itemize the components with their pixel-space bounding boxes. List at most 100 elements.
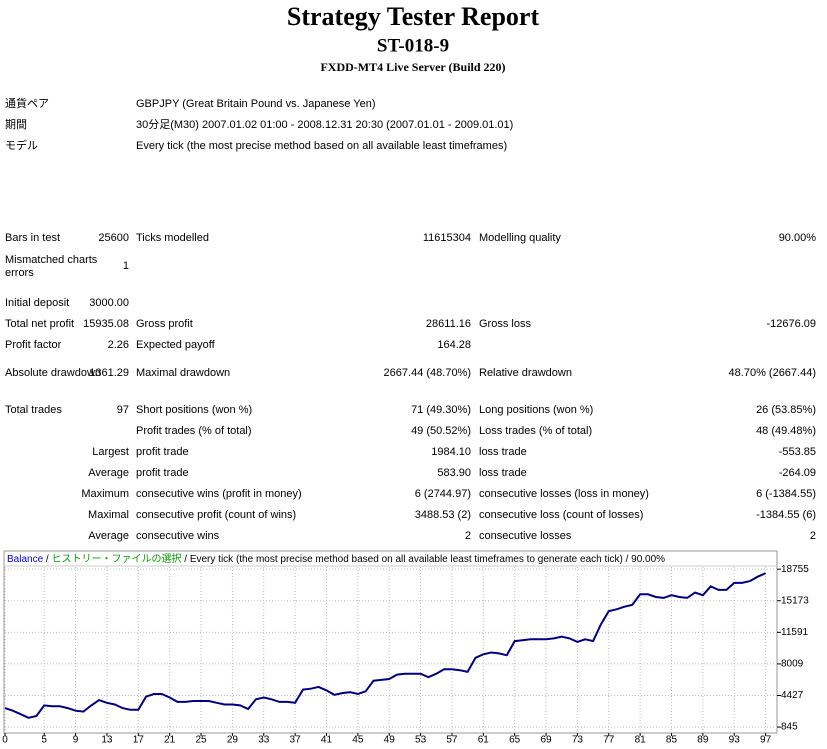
x-tick-label: 69 [540, 735, 552, 746]
y-tick-label: 845 [781, 722, 798, 733]
balance-line [4, 572, 767, 719]
x-tick-label: 25 [195, 735, 207, 746]
stat-label: Absolute drawdown [5, 367, 101, 379]
stat-label: Bars in test [5, 232, 60, 244]
stat-value: 164.28 [437, 339, 471, 351]
stat-value: 2 [810, 530, 816, 542]
stat-label: consecutive loss (count of losses) [479, 509, 643, 521]
stat-label: profit trade [136, 446, 189, 458]
stat-label: Ticks modelled [136, 232, 209, 244]
stat-label: Short positions (won %) [136, 404, 252, 416]
legend-part: / Every tick (the most precise method ba… [181, 554, 665, 565]
stat-prefix: Maximal [88, 509, 129, 521]
x-tick-label: 13 [101, 735, 113, 746]
x-tick-label: 17 [133, 735, 145, 746]
stat-value: 25600 [98, 232, 129, 244]
info-value: GBPJPY (Great Britain Pound vs. Japanese… [136, 98, 376, 110]
stat-label: Initial deposit [5, 297, 69, 309]
stat-label: Long positions (won %) [479, 404, 593, 416]
stat-label: Mismatched charts errors [5, 254, 98, 279]
stat-value: 1 [123, 260, 129, 272]
stat-value: 2 [465, 530, 471, 542]
x-tick-label: 9 [73, 735, 79, 746]
x-tick-label: 89 [697, 735, 709, 746]
stat-label: consecutive losses (loss in money) [479, 488, 649, 500]
x-tick-label: 85 [666, 735, 678, 746]
stat-value: 48 (49.48%) [756, 425, 816, 437]
stat-prefix: Average [88, 467, 129, 479]
stat-label: Gross profit [136, 318, 193, 330]
info-label: 通貨ペア [5, 96, 49, 110]
stat-value: 15935.08 [83, 318, 129, 330]
chart-frame [3, 550, 778, 734]
x-tick-label: 65 [509, 735, 521, 746]
stat-label: consecutive wins [136, 530, 220, 542]
info-label: 期間 [5, 118, 27, 131]
x-tick-label: 41 [321, 735, 333, 746]
x-tick-label: 93 [729, 735, 741, 746]
stat-value: -553.85 [779, 446, 816, 458]
legend-part: Balance [7, 554, 44, 565]
x-tick-label: 61 [478, 735, 490, 746]
stat-label: profit trade [136, 467, 189, 479]
x-tick-label: 57 [446, 735, 458, 746]
legend-part: ヒストリー・ファイルの選択 [51, 552, 181, 565]
stat-value: -264.09 [779, 467, 816, 479]
stat-value: 2667.44 (48.70%) [384, 367, 471, 379]
stat-label: consecutive profit (count of wins) [136, 509, 296, 521]
y-tick-label: 18755 [781, 564, 809, 575]
x-tick-label: 45 [352, 735, 364, 746]
x-tick-label: 0 [2, 735, 8, 746]
stat-value: 11615304 [423, 232, 471, 244]
stat-value: 28611.16 [426, 318, 471, 330]
report-subtitle: ST-018-9 [377, 35, 449, 56]
stat-value: 1984.10 [431, 446, 471, 458]
stat-value: -12676.09 [766, 318, 816, 330]
y-tick-label: 4427 [781, 690, 804, 701]
stat-label: Modelling quality [479, 232, 561, 244]
stat-prefix: Average [88, 530, 129, 542]
stat-value: 71 (49.30%) [411, 404, 471, 416]
x-tick-label: 29 [227, 735, 239, 746]
chart-legend: Balance / ヒストリー・ファイルの選択 / Every tick (th… [7, 552, 665, 565]
stat-prefix: Maximum [81, 488, 129, 500]
report-title: Strategy Tester Report [287, 2, 540, 31]
stat-value: 6 (-1384.55) [756, 488, 816, 500]
x-tick-label: 33 [258, 735, 270, 746]
stat-label: Profit trades (% of total) [136, 425, 252, 437]
x-tick-label: 97 [760, 735, 772, 746]
y-tick-label: 8009 [781, 659, 804, 670]
stat-value: 583.90 [437, 467, 471, 479]
stat-value: 26 (53.85%) [756, 404, 816, 416]
stat-value: -1384.55 (6) [756, 509, 816, 521]
stat-value: 2.26 [108, 339, 129, 351]
server-name: FXDD-MT4 Live Server (Build 220) [320, 60, 505, 74]
x-tick-label: 77 [603, 735, 615, 746]
x-tick-label: 73 [572, 735, 584, 746]
stat-label: consecutive wins (profit in money) [136, 488, 302, 500]
stat-value: 90.00% [779, 232, 817, 244]
stat-prefix: Largest [92, 446, 129, 458]
stat-value: 48.70% (2667.44) [729, 367, 816, 379]
stat-label: Profit factor [5, 339, 62, 351]
info-value: 30分足(M30) 2007.01.02 01:00 - 2008.12.31 … [136, 118, 513, 131]
stat-value: 49 (50.52%) [411, 425, 471, 437]
stat-label: Relative drawdown [479, 367, 572, 379]
stat-label: loss trade [479, 446, 527, 458]
x-tick-label: 21 [164, 735, 176, 746]
x-tick-label: 49 [384, 735, 396, 746]
y-tick-label: 15173 [781, 595, 809, 606]
stat-label: Maximal drawdown [136, 367, 230, 379]
stat-label: Gross loss [479, 318, 531, 330]
stat-label: Total net profit [5, 318, 74, 330]
stat-label-line: Mismatched charts [5, 254, 98, 266]
stat-label-line: errors [5, 267, 34, 279]
info-label: モデル [5, 138, 38, 152]
x-tick-label: 81 [635, 735, 647, 746]
stat-value: 6 (2744.97) [415, 488, 471, 500]
stat-label: loss trade [479, 467, 527, 479]
stat-value: 97 [117, 404, 129, 416]
legend-part: / [43, 554, 51, 565]
stat-value: 1361.29 [89, 367, 129, 379]
